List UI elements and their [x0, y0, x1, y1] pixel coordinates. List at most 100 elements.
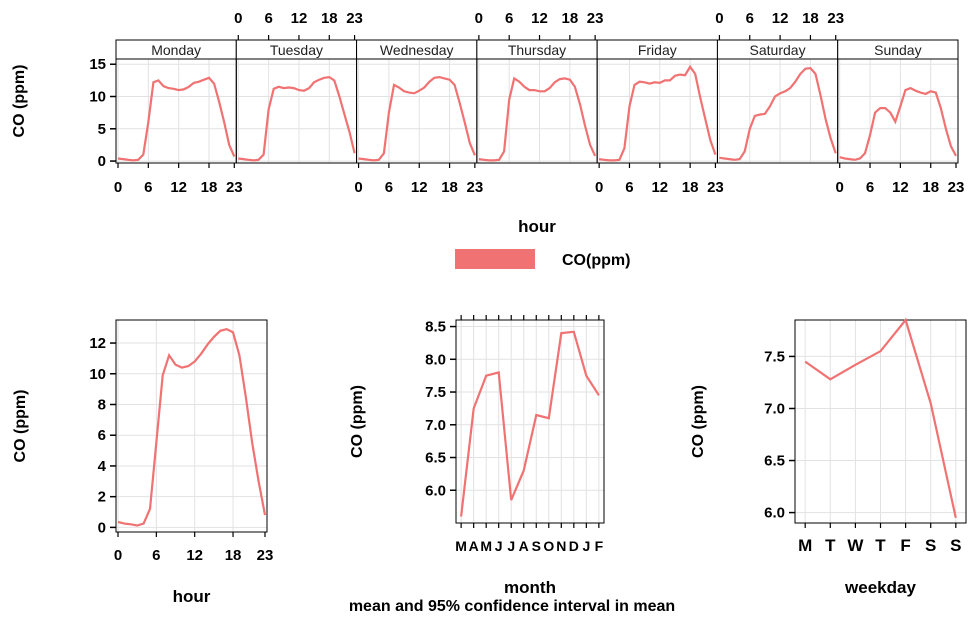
x-tick-label: 12 [772, 10, 789, 27]
month-chart: M A M J J A S O N D J F6.06.57.07.58.08.5CO (ppm)mo… [349, 315, 605, 597]
y-tick-label: 6.5 [764, 453, 785, 470]
x-tick-label: 12 [892, 179, 909, 196]
y-tick-label: 6 [98, 427, 106, 444]
x-tick-label: 18 [922, 179, 939, 196]
legend: CO(ppm) [455, 249, 630, 269]
y-tick-label: 10 [89, 366, 106, 383]
x-tick-label: 18 [321, 10, 338, 27]
y-tick-label: 0 [98, 153, 106, 170]
panel-border [837, 58, 959, 164]
series-line [460, 330, 600, 517]
series-line [478, 76, 597, 162]
x-tick-label: W [847, 536, 864, 555]
y-axis-title: CO (ppm) [690, 385, 707, 458]
y-tick-label: 6.0 [425, 482, 446, 499]
x-tick-label: O [543, 538, 554, 554]
series-line [238, 75, 356, 162]
x-tick-label: 6 [264, 10, 272, 27]
x-tick-label: 0 [354, 179, 362, 196]
x-tick-label: S [925, 536, 936, 555]
y-tick-label: 8.0 [425, 351, 446, 368]
x-tick-label: T [825, 536, 836, 555]
x-tick-label: 6 [144, 179, 152, 196]
x-tick-label: 12 [531, 10, 548, 27]
x-tick-label: 0 [114, 547, 122, 564]
x-tick-label: 12 [411, 179, 428, 196]
x-tick-label: 23 [948, 179, 965, 196]
x-tick-label: 18 [802, 10, 819, 27]
x-tick-label: 23 [827, 10, 844, 27]
panel-border [455, 319, 605, 524]
x-tick-label: 18 [225, 547, 242, 564]
x-tick-label: M [455, 538, 467, 554]
strip-label: Thursday [508, 42, 566, 58]
x-tick-label: 12 [291, 10, 308, 27]
strip-label: Wednesday [380, 42, 454, 58]
panel-border [356, 58, 478, 164]
series-line [117, 328, 267, 527]
y-tick-label: 12 [89, 335, 106, 352]
weekday-chart: M T W T F S S6.06.57.07.5CO (ppm)weekday [690, 317, 967, 597]
x-tick-label: 12 [186, 547, 203, 564]
panel-border [115, 58, 237, 164]
strip-label: Tuesday [270, 42, 323, 58]
x-tick-label: 0 [234, 10, 242, 27]
x-tick-label: 12 [651, 179, 668, 196]
x-tick-label: 6 [505, 10, 513, 27]
y-tick-label: 6.5 [425, 450, 446, 467]
x-tick-label: 6 [866, 179, 874, 196]
strip-label: Friday [638, 42, 677, 58]
x-tick-label: 0 [595, 179, 603, 196]
x-tick-label: D [569, 538, 579, 554]
y-tick-label: 5 [98, 121, 106, 138]
x-tick-label: 0 [715, 10, 723, 27]
x-axis-title: hour [518, 217, 556, 236]
y-tick-label: 2 [98, 489, 106, 506]
y-tick-label: 7.5 [764, 348, 785, 365]
x-tick-label: 23 [226, 179, 243, 196]
x-tick-label: M [798, 536, 812, 555]
x-axis-title: weekday [844, 578, 916, 597]
panel-border [235, 58, 358, 164]
y-tick-label: 7.0 [764, 400, 785, 417]
x-tick-label: A [469, 538, 479, 554]
y-tick-label: 8.5 [425, 319, 446, 336]
x-tick-label: 12 [170, 179, 187, 196]
x-tick-label: 6 [152, 547, 160, 564]
x-tick-label: S [950, 536, 961, 555]
x-tick-label: 23 [346, 10, 363, 27]
panel-border [476, 58, 598, 164]
x-tick-label: 18 [562, 10, 579, 27]
panel-border [596, 58, 718, 164]
y-tick-label: 7.0 [425, 417, 446, 434]
x-tick-label: J [495, 538, 503, 554]
x-tick-label: J [507, 538, 515, 554]
x-tick-label: 0 [475, 10, 483, 27]
strip-label: Saturday [750, 42, 806, 58]
series-line [358, 75, 476, 162]
x-axis-title: hour [173, 587, 211, 606]
series-line [598, 64, 717, 162]
y-tick-label: 0 [98, 519, 106, 536]
figure-caption: mean and 95% confidence interval in mean [349, 598, 675, 615]
y-tick-label: 8 [98, 396, 106, 413]
y-tick-label: 6.0 [764, 505, 785, 522]
strip-label: Sunday [874, 42, 921, 58]
x-tick-label: N [556, 538, 566, 554]
x-tick-label: 23 [707, 179, 724, 196]
y-tick-label: 7.5 [425, 384, 446, 401]
y-axis-title: CO (ppm) [11, 65, 28, 138]
x-tick-label: 18 [682, 179, 699, 196]
x-tick-label: 23 [587, 10, 604, 27]
series-line [804, 317, 957, 519]
x-tick-label: 23 [467, 179, 484, 196]
series-line [117, 76, 236, 162]
x-axis-title: month [504, 578, 556, 597]
x-tick-label: M [480, 538, 492, 554]
x-tick-label: 0 [836, 179, 844, 196]
panel-border [716, 58, 839, 164]
y-tick-label: 4 [98, 458, 107, 475]
x-tick-label: A [519, 538, 529, 554]
y-tick-label: 15 [89, 56, 106, 73]
